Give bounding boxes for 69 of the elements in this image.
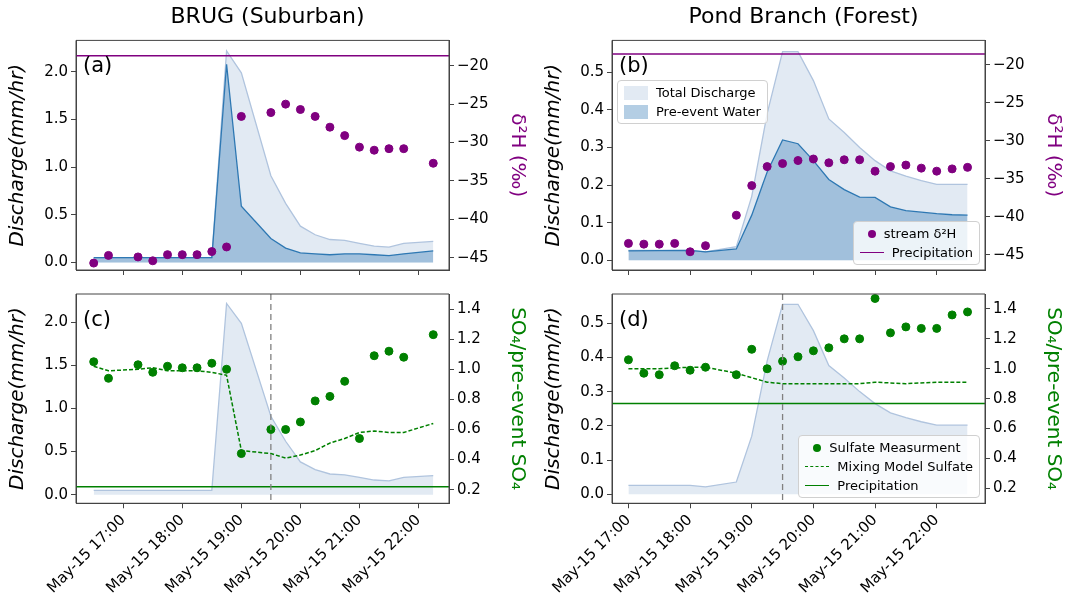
legend-label: Precipitation [891,244,973,262]
y-axis-title: Discharge(mm/hr) [540,63,565,247]
y-tick-label: 0.5 [44,204,68,223]
y-tick-label: 0.0 [44,252,68,271]
legend-label: Sulfate Measurment [829,439,961,458]
y-tick-label: 0.0 [44,484,68,503]
annotation: (b) [619,53,649,78]
y-tick-label: 1.5 [44,109,68,128]
y2-tick-label: 0.6 [993,418,1017,437]
legend-label: Mixing Model Sulfate [837,458,973,477]
y2-tick-label: −25 [457,94,489,113]
y2-tick-label: −20 [993,54,1025,73]
y-axis-title: Discharge(mm/hr) [4,63,29,247]
annotation: (a) [83,53,113,78]
y2-tick-label: −40 [993,206,1025,225]
y2-axis-title: SO₄/pre-event SO₄ [1042,307,1067,491]
y2-tick-label: −30 [457,132,489,151]
y-tick-label: 0.5 [44,441,68,460]
y2-axis-title: δ²H (‰) [1042,113,1067,198]
y2-tick-label: −35 [457,170,489,189]
y2-tick-label: 1.2 [993,328,1017,347]
y2-tick-label: 1.0 [993,358,1017,377]
y2-tick-label: −45 [457,247,489,266]
y-tick-label: 1.5 [44,355,68,374]
y-tick-label: 2.0 [44,312,68,331]
y2-tick-label: −40 [457,209,489,228]
y2-tick-label: −30 [993,130,1025,149]
y2-axis-title: δ²H (‰) [506,113,531,198]
legend-label: Precipitation [837,477,919,496]
chart-title: Pond Branch (Forest) [688,2,919,28]
y-tick-label: 0.1 [580,450,604,468]
y2-tick-label: 1.4 [993,298,1017,317]
y2-tick-label: 0.2 [993,478,1017,497]
y2-tick-label: 1.4 [457,298,481,317]
chart-title: BRUG (Suburban) [170,2,365,28]
y-axis-title: Discharge(mm/hr) [4,307,29,490]
y-tick-label: 2.0 [44,61,68,80]
legend-label: Pre-event Water [656,103,761,122]
legend-label: stream δ²H [883,225,957,243]
y2-tick-label: −25 [993,92,1025,111]
y2-tick-label: 0.2 [457,479,481,498]
y-axis-title: Discharge(mm/hr) [540,307,565,490]
y2-tick-label: −20 [457,55,489,74]
y2-tick-label: 1.2 [457,329,481,348]
y-tick-label: 0.3 [580,137,604,156]
y-tick-label: 0.0 [580,250,604,269]
annotation: (c) [83,306,111,331]
y-tick-label: 0.1 [580,212,604,231]
y-tick-label: 0.4 [580,99,604,118]
y2-tick-label: −45 [993,244,1025,263]
y2-tick-label: 0.8 [993,388,1017,407]
y-tick-label: 0.4 [580,347,604,366]
legend-label: Total Discharge [656,84,756,103]
y2-tick-label: 0.4 [457,449,481,468]
y-tick-label: 0.5 [580,313,604,331]
y-tick-label: 1.0 [44,398,68,417]
y-tick-label: 0.2 [580,174,604,193]
y-tick-label: 0.3 [580,381,604,400]
y-tick-label: 1.0 [44,157,68,175]
annotation: (d) [619,306,649,331]
y2-tick-label: −35 [993,168,1025,187]
y-tick-label: 0.2 [580,415,604,434]
y2-tick-label: 0.4 [993,448,1017,467]
y2-tick-label: 0.6 [457,419,481,438]
y2-axis-title: SO₄/pre-event SO₄ [506,307,531,491]
y2-tick-label: 0.8 [457,389,481,408]
y2-tick-label: 1.0 [457,359,481,378]
y-tick-label: 0.5 [580,62,604,81]
y-tick-label: 0.0 [580,484,604,503]
